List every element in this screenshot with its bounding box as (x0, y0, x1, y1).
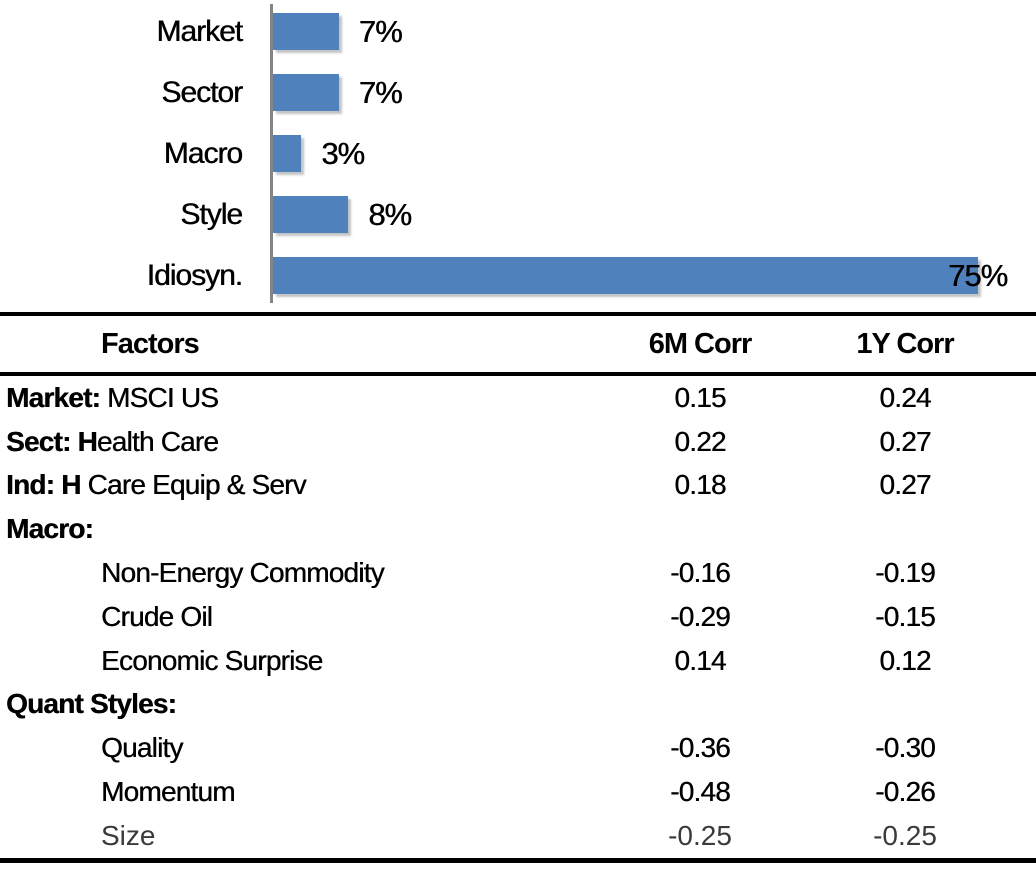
chart-bar (273, 135, 302, 172)
corr-1y-value: 0.24 (879, 381, 931, 413)
variance-decomposition-bar-chart: Market 7% Sector 7% Macro 3% Style 8% Id… (0, 0, 1036, 312)
corr-1y-value: -0.19 (875, 557, 936, 589)
corr-1y-value: 0.27 (879, 425, 931, 457)
table-header-rule (0, 372, 1036, 376)
corr-1y-value: -0.30 (875, 732, 936, 764)
factor-cell: Economic Surprise (0, 645, 600, 677)
table-row: Quality -0.36 -0.30 (0, 726, 1036, 770)
factor-cell: Quant Styles: (0, 688, 600, 720)
table-row: Crude Oil -0.29 -0.15 (0, 595, 1036, 639)
chart-row: Style 8% (0, 184, 1036, 245)
factor-label: Momentum (101, 776, 235, 808)
factor-label: Quality (101, 732, 183, 764)
table-row: Economic Surprise 0.14 0.12 (0, 639, 1036, 683)
corr-6m-value: -0.29 (670, 600, 731, 632)
factor-cell: Size (0, 820, 600, 852)
factor-label: Non-Energy Commodity (101, 557, 385, 589)
chart-category-label: Idiosyn. (146, 258, 243, 292)
corr-6m-value: 0.15 (674, 381, 726, 413)
corr-1y-value: 0.12 (879, 644, 931, 676)
table-row: Market: MSCI US 0.15 0.24 (0, 376, 1036, 420)
corr-6m-value: -0.25 (668, 819, 732, 851)
chart-category-label: Market (156, 14, 243, 48)
corr-1y-value: 0.27 (879, 469, 931, 501)
chart-value-label: 75% (948, 257, 1008, 293)
table-row: Quant Styles: (0, 683, 1036, 727)
chart-axis-line (270, 4, 273, 303)
table-header-factors: Factors (101, 327, 200, 360)
table-header-1y-corr: 1Y Corr (856, 327, 954, 360)
table-top-rule (0, 312, 1036, 316)
factor-label: ealth Care (96, 425, 219, 457)
factor-bold-label: Ind: H (6, 469, 81, 501)
factor-bold-label: Macro: (6, 513, 94, 545)
factor-label: Care Equip & Serv (80, 469, 306, 501)
factor-label: Size (101, 819, 156, 851)
corr-6m-value: 0.14 (674, 644, 726, 676)
corr-1y-value: -0.26 (875, 776, 936, 808)
table-header-6m-corr: 6M Corr (648, 327, 753, 360)
factor-cell: Quality (0, 732, 600, 764)
table-row: Momentum -0.48 -0.26 (0, 770, 1036, 814)
factor-cell: Macro: (0, 513, 600, 545)
chart-row: Idiosyn. 75% (0, 245, 1036, 306)
factor-cell: Non-Energy Commodity (0, 557, 600, 589)
corr-6m-value: -0.48 (670, 776, 731, 808)
chart-value-label: 3% (321, 135, 365, 171)
chart-bar (273, 74, 339, 111)
chart-category-label: Sector (161, 75, 243, 109)
chart-value-label: 7% (358, 74, 403, 110)
factor-bold-label: Sect: H (6, 425, 98, 457)
table-bottom-rule (0, 857, 1036, 863)
table-header-row: Factors 6M Corr 1Y Corr (0, 316, 1036, 372)
factor-label: Economic Surprise (101, 644, 323, 676)
corr-6m-value: 0.18 (674, 469, 726, 501)
corr-1y-value: -0.25 (873, 819, 937, 851)
table-row: Ind: H Care Equip & Serv 0.18 0.27 (0, 464, 1036, 508)
corr-6m-value: -0.36 (670, 732, 731, 764)
factor-cell: Momentum (0, 776, 600, 808)
correlation-table-body: Market: MSCI US 0.15 0.24 Sect: Health C… (0, 376, 1036, 858)
chart-row: Sector 7% (0, 62, 1036, 123)
chart-row: Market 7% (0, 1, 1036, 62)
chart-row: Macro 3% (0, 123, 1036, 184)
factor-cell: Ind: H Care Equip & Serv (0, 469, 600, 501)
factor-cell: Market: MSCI US (0, 382, 600, 414)
chart-bar (273, 13, 339, 50)
chart-rows: Market 7% Sector 7% Macro 3% Style 8% Id… (0, 1, 1036, 306)
factor-bold-label: Market: (6, 381, 101, 413)
corr-1y-value: -0.15 (875, 600, 936, 632)
table-row: Size -0.25 -0.25 (0, 814, 1036, 858)
table-row: Non-Energy Commodity -0.16 -0.19 (0, 551, 1036, 595)
chart-bar (273, 257, 978, 294)
factor-cell: Crude Oil (0, 601, 600, 633)
table-row: Sect: Health Care 0.22 0.27 (0, 420, 1036, 464)
factor-label: MSCI US (100, 381, 219, 413)
chart-value-label: 7% (358, 13, 403, 49)
factor-cell: Sect: Health Care (0, 426, 600, 458)
chart-category-label: Macro (163, 136, 243, 170)
factor-label: Crude Oil (101, 600, 213, 632)
table-row: Macro: (0, 507, 1036, 551)
corr-6m-value: 0.22 (674, 425, 726, 457)
chart-value-label: 8% (368, 196, 412, 232)
chart-bar (273, 196, 349, 233)
corr-6m-value: -0.16 (670, 557, 731, 589)
factor-bold-label: Quant Styles: (6, 688, 177, 720)
chart-category-label: Style (180, 197, 243, 231)
